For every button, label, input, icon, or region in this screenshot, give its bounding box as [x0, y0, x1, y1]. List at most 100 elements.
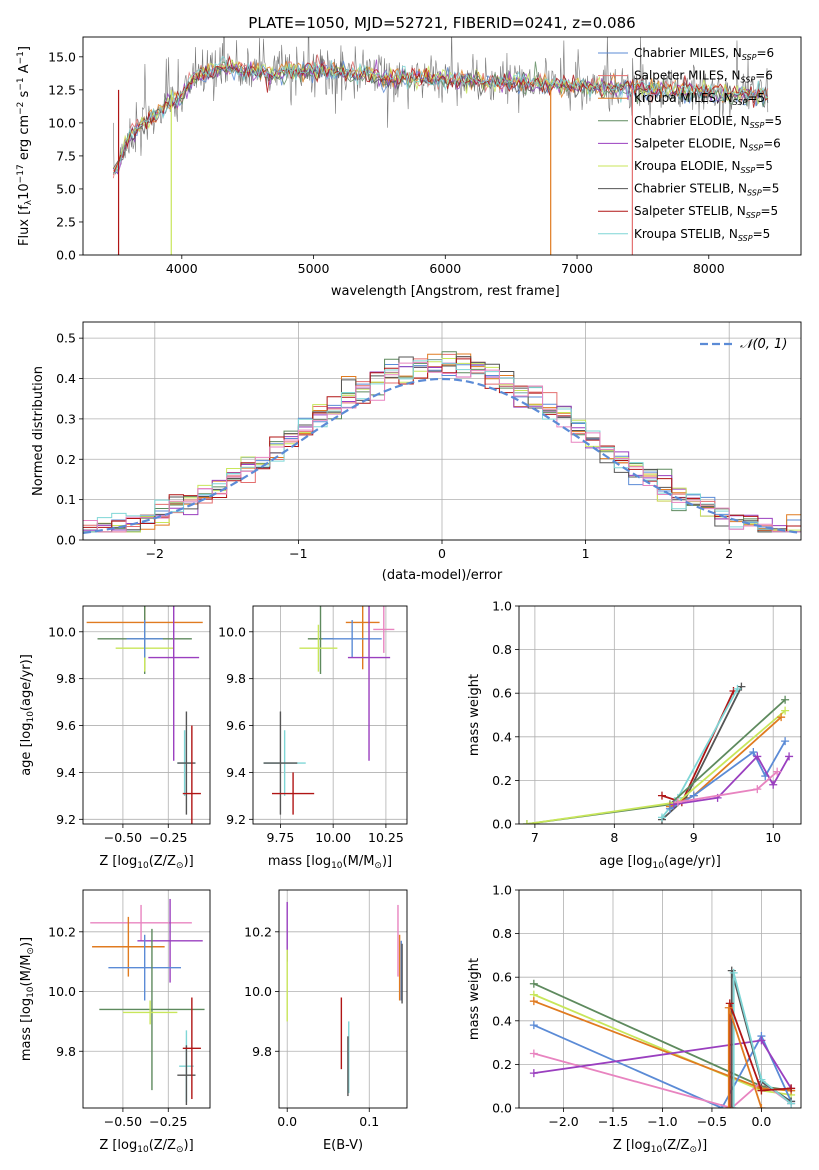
- weight-marker: [749, 748, 758, 757]
- histogram-step-kroupa_stelib: [83, 359, 801, 533]
- y-tick-label: 0.2: [492, 1057, 512, 1072]
- weight-line-salpeter_stelib: [728, 1003, 792, 1108]
- model-line-kroupa_elodie: [112, 58, 769, 171]
- y-tick-label: 0.6: [492, 686, 512, 701]
- weight-marker: [773, 767, 782, 776]
- y-tick-label: 0.2: [492, 773, 512, 788]
- x-tick-label: 6000: [429, 261, 461, 276]
- x-axis-label: Z [log10(Z/Z⊙)]: [613, 1138, 707, 1155]
- x-axis-label: age [log10(age/yr)]: [599, 854, 721, 871]
- y-tick-label: 9.6: [56, 718, 76, 733]
- weight-marker: [787, 1099, 796, 1108]
- legend-entry: Salpeter ELODIE, NSSP=6: [634, 136, 781, 152]
- spectrum-panel: 4000 5000 6000 7000 8000 0.0 2.5 5.0 7.5 10.0 12.5…: [16, 36, 802, 299]
- y-tick-label: 0.1: [56, 492, 76, 507]
- plot-area: [112, 37, 769, 255]
- weight-line-kroupa_stelib: [732, 972, 792, 1108]
- weight-marker: [665, 804, 674, 813]
- y-axis-label: Normed distribution: [31, 366, 46, 496]
- axes-frame: [518, 889, 802, 1109]
- residuals-panel: −2 −1 0 1 2 0.0 0.1 0.2 0.3 0.4 0.5 𝒩(0, 1) (data-mo…: [31, 321, 802, 583]
- y-tick-label: 0.8: [492, 926, 512, 941]
- weight-marker: [757, 1036, 766, 1045]
- plot-area: [529, 966, 796, 1108]
- weight-marker: [787, 1084, 796, 1093]
- y-tick-label: 9.4: [56, 765, 76, 780]
- y-axis-label: Flux [fλ10−17 erg cm−2 s−1 A−1]: [16, 46, 34, 246]
- age-vs-metallicity-panel: −0.50 −0.25 9.2 9.4 9.6 9.8 10.0 Z [log10(Z/Z⊙)…: [19, 605, 211, 871]
- mass-vs-metallicity-panel: −0.50 −0.25 9.8 10.0 10.2 Z [log10(Z/Z⊙)] mass…: [19, 889, 211, 1155]
- weight-marker: [777, 713, 786, 722]
- legend-entry: Chabrier STELIB, NSSP=5: [634, 182, 779, 198]
- axes-frame: [518, 605, 802, 825]
- legend-entry: Kroupa ELODIE, NSSP=5: [634, 159, 773, 175]
- weight-marker: [724, 1104, 733, 1108]
- plot-area: [522, 682, 794, 824]
- weight-marker: [757, 1086, 766, 1095]
- x-tick-label: −0.50: [104, 1114, 142, 1129]
- y-tick-label: 9.8: [226, 671, 246, 686]
- y-tick-label: 0.0: [492, 1101, 512, 1116]
- y-tick-label: 12.5: [48, 82, 76, 97]
- x-tick-label: 2: [725, 546, 733, 561]
- model-line-kroupa_miles: [113, 60, 769, 172]
- weight-marker: [657, 791, 666, 800]
- weight-marker: [724, 1003, 733, 1012]
- y-tick-label: 10.0: [48, 115, 76, 130]
- y-tick-label: 10.0: [48, 624, 76, 639]
- histogram-step-kroupa_miles: [83, 353, 801, 533]
- weight-marker: [727, 1104, 736, 1108]
- y-tick-label: 10.0: [244, 984, 272, 999]
- model-line-kroupa_stelib: [113, 55, 768, 174]
- x-tick-label: −1.5: [598, 1114, 628, 1129]
- weight-marker: [529, 979, 538, 988]
- y-tick-label: 0.4: [492, 1013, 512, 1028]
- y-tick-label: 10.2: [48, 924, 76, 939]
- y-tick-label: 9.8: [56, 1044, 76, 1059]
- x-tick-label: −0.50: [104, 830, 142, 845]
- axes-frame: [278, 889, 408, 1109]
- y-tick-label: 0.6: [492, 970, 512, 985]
- plot-area: [83, 351, 801, 535]
- legend-entry: Kroupa MILES, NSSP=5: [634, 91, 765, 107]
- weight-marker: [529, 1021, 538, 1030]
- axes-frame: [82, 605, 211, 825]
- plot-area: [286, 901, 403, 1097]
- weight-marker: [725, 999, 734, 1008]
- legend-entry: 𝒩(0, 1): [740, 337, 787, 352]
- age-vs-mass-panel: 9.75 10.00 10.25 9.2 9.4 9.6 9.8 10.0 mass [log1…: [218, 605, 408, 871]
- y-axis-label: mass weight: [467, 958, 482, 1040]
- plot-area: [263, 606, 395, 815]
- y-tick-label: 2.5: [56, 214, 76, 229]
- y-tick-label: 1.0: [492, 883, 512, 898]
- x-tick-label: −1.0: [647, 1114, 677, 1129]
- histogram-step-pink: [83, 361, 801, 533]
- x-tick-label: 10: [765, 830, 781, 845]
- legend-entry: Salpeter STELIB, NSSP=5: [634, 204, 778, 220]
- weight-marker: [757, 1104, 766, 1108]
- weight-marker: [522, 820, 531, 824]
- y-axis-label: mass [log10(M/M⊙)]: [19, 937, 36, 1061]
- x-tick-label: 0.0: [277, 1114, 297, 1129]
- weight-marker: [753, 752, 762, 761]
- x-axis-label: mass [log10(M/M⊙)]: [268, 854, 392, 871]
- y-tick-label: 9.4: [226, 765, 246, 780]
- x-tick-label: 1: [582, 546, 590, 561]
- weight-marker: [757, 1075, 766, 1084]
- axes-frame: [82, 321, 802, 541]
- x-tick-label: 7: [531, 830, 539, 845]
- plot-area: [90, 898, 205, 1106]
- weight-marker: [529, 997, 538, 1006]
- x-axis-label: wavelength [Angstrom, rest frame]: [331, 284, 560, 299]
- y-tick-label: 10.0: [48, 984, 76, 999]
- x-axis-label: Z [log10(Z/Z⊙)]: [99, 1138, 193, 1155]
- x-tick-label: −1: [289, 546, 307, 561]
- y-tick-label: 0.2: [56, 452, 76, 467]
- weight-marker: [657, 813, 666, 822]
- plot-area: [86, 606, 203, 824]
- x-tick-label: 7000: [561, 261, 593, 276]
- legend-entry: Kroupa STELIB, NSSP=5: [634, 227, 770, 243]
- weight-marker: [673, 798, 682, 807]
- y-tick-label: 9.6: [226, 718, 246, 733]
